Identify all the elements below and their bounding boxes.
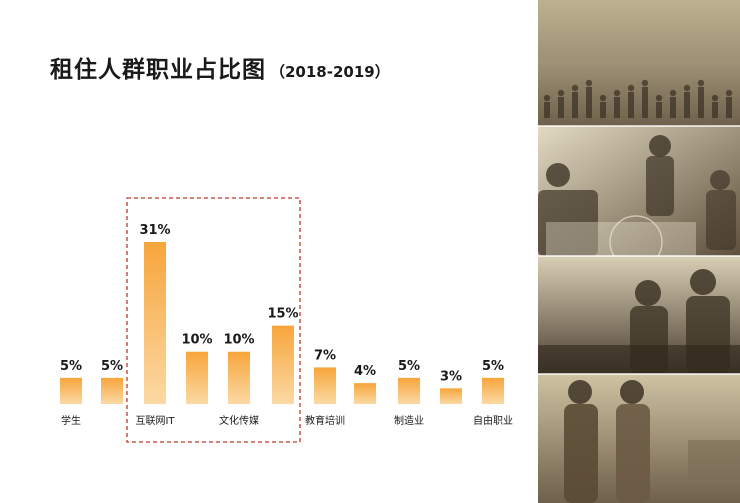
bar-4 (228, 351, 250, 404)
category-label-6: 教育培训 (305, 414, 345, 427)
bar-1 (101, 377, 123, 404)
bar-value-label-5: 15% (267, 307, 298, 322)
chart-title-year-range: （2018-2019） (270, 63, 390, 81)
category-label-0: 学生 (61, 414, 81, 427)
bar-value-label-2: 31% (139, 223, 170, 238)
category-label-4: 文化传媒 (219, 414, 259, 427)
bar-value-label-4: 10% (223, 333, 254, 348)
bar-value-label-7: 4% (354, 364, 376, 379)
walking-couple-photo (538, 373, 740, 503)
street-crowd-photo (538, 0, 740, 126)
bar-value-label-8: 5% (398, 359, 420, 374)
photo-strip (538, 0, 740, 503)
bar-8 (398, 377, 420, 404)
chart-title: 租住人群职业占比图 （2018-2019） (50, 50, 390, 84)
cafe-people-photo (538, 125, 740, 269)
bar-5 (272, 325, 294, 404)
bar-7 (354, 383, 376, 404)
category-label-10: 自由职业 (473, 414, 513, 427)
bar-9 (440, 388, 462, 404)
bar-value-label-0: 5% (60, 359, 82, 374)
bar-2 (144, 242, 166, 404)
office-workers-photo (538, 255, 740, 374)
bar-3 (186, 351, 208, 404)
bar-10 (482, 377, 504, 404)
bar-value-label-10: 5% (482, 359, 504, 374)
category-label-2: 互联网IT (135, 415, 175, 427)
bar-6 (314, 367, 336, 404)
category-label-8: 制造业 (394, 414, 424, 427)
occupation-bar-chart: 5% 学生 5% 31% 互联网IT 10% 10% 文化传媒 15% 7% 教育培训 4% 5% 制造业… (60, 197, 513, 443)
bar-value-label-9: 3% (440, 369, 462, 384)
bar-value-label-1: 5% (101, 359, 123, 374)
chart-title-main: 租住人群职业占比图 (50, 57, 266, 83)
highlight-box (126, 197, 301, 443)
bar-value-label-3: 10% (181, 333, 212, 348)
bar-0 (60, 377, 82, 404)
bar-value-label-6: 7% (314, 348, 336, 363)
